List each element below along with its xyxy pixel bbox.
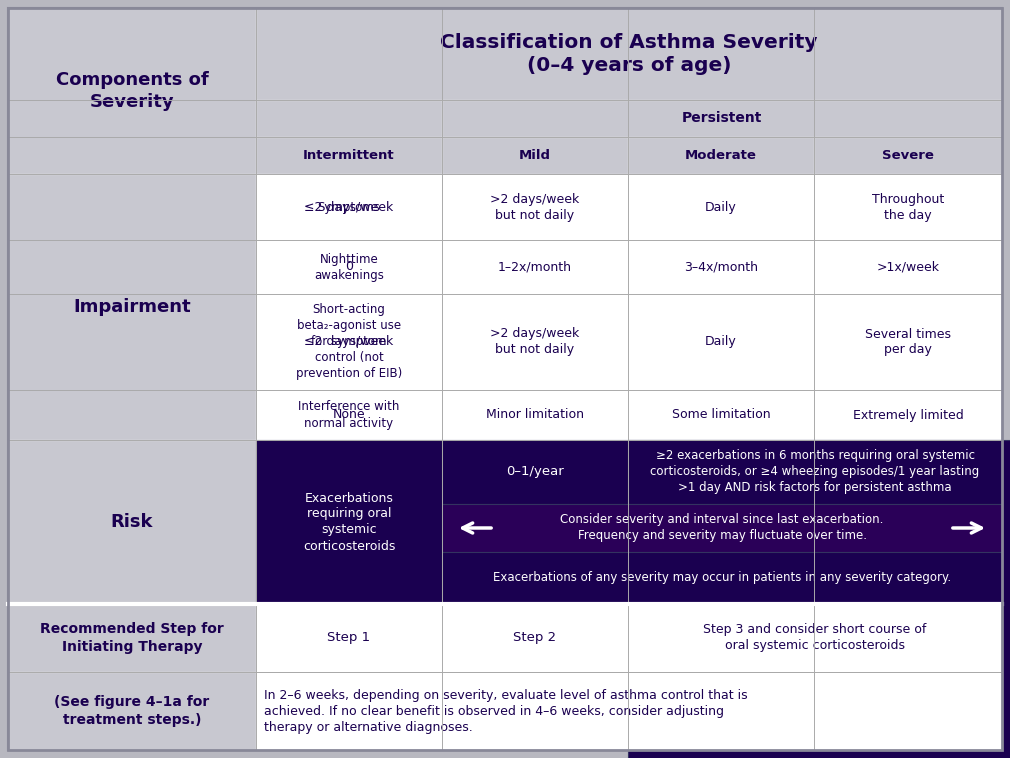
Text: Step 2: Step 2 xyxy=(513,631,557,644)
Bar xyxy=(814,390,1002,440)
Text: Persistent: Persistent xyxy=(682,111,763,126)
Text: ≤2 days/week: ≤2 days/week xyxy=(304,201,394,214)
Text: >2 days/week
but not daily: >2 days/week but not daily xyxy=(491,327,580,356)
Bar xyxy=(256,100,442,137)
Bar xyxy=(256,672,1002,750)
Bar xyxy=(256,174,442,240)
Text: Classification of Asthma Severity
(0–4 years of age): Classification of Asthma Severity (0–4 y… xyxy=(440,33,818,75)
Text: Mild: Mild xyxy=(519,149,551,162)
Bar xyxy=(8,174,256,440)
Text: Impairment: Impairment xyxy=(73,298,191,316)
Text: >1x/week: >1x/week xyxy=(877,261,939,274)
Text: Step 1: Step 1 xyxy=(327,631,371,644)
Text: >2 days/week
but not daily: >2 days/week but not daily xyxy=(491,193,580,221)
Text: 0–1/year: 0–1/year xyxy=(506,465,564,478)
Bar xyxy=(628,604,1002,672)
Text: Components of
Severity: Components of Severity xyxy=(56,71,208,111)
Bar xyxy=(442,390,628,440)
Text: Short-acting
beta₂-agonist use
for symptom
control (not
prevention of EIB): Short-acting beta₂-agonist use for sympt… xyxy=(296,303,402,381)
Bar xyxy=(628,174,814,240)
Bar xyxy=(442,174,628,240)
Bar xyxy=(8,440,256,604)
Bar xyxy=(814,174,1002,240)
Text: (See figure 4–1a for
treatment steps.): (See figure 4–1a for treatment steps.) xyxy=(55,695,210,727)
Bar xyxy=(256,8,1002,100)
Text: 0: 0 xyxy=(345,261,353,274)
Bar xyxy=(628,137,814,174)
Text: Daily: Daily xyxy=(705,201,737,214)
Bar xyxy=(628,294,814,390)
Text: Moderate: Moderate xyxy=(685,149,756,162)
Bar xyxy=(442,552,1002,604)
Text: Exacerbations of any severity may occur in patients in any severity category.: Exacerbations of any severity may occur … xyxy=(493,572,951,584)
Bar xyxy=(442,100,1002,137)
Bar xyxy=(256,390,442,440)
Text: Several times
per day: Several times per day xyxy=(865,327,951,356)
Bar xyxy=(814,240,1002,294)
Text: Consider severity and interval since last exacerbation.
Frequency and severity m: Consider severity and interval since las… xyxy=(561,513,884,543)
Text: Risk: Risk xyxy=(111,513,154,531)
Text: Some limitation: Some limitation xyxy=(672,409,771,421)
Bar xyxy=(256,240,442,294)
Bar xyxy=(8,8,256,174)
Bar xyxy=(256,604,442,672)
Text: Extremely limited: Extremely limited xyxy=(852,409,964,421)
Text: Nighttime
awakenings: Nighttime awakenings xyxy=(314,252,384,281)
Text: Throughout
the day: Throughout the day xyxy=(872,193,944,221)
Text: Step 3 and consider short course of
oral systemic corticosteroids: Step 3 and consider short course of oral… xyxy=(703,624,927,653)
Bar xyxy=(628,440,1002,504)
Bar xyxy=(256,294,442,390)
Bar xyxy=(442,294,628,390)
Text: None: None xyxy=(332,409,366,421)
Bar xyxy=(8,604,256,672)
Bar xyxy=(442,504,1002,552)
Bar xyxy=(628,390,814,440)
Text: 3–4x/month: 3–4x/month xyxy=(684,261,758,274)
Bar xyxy=(442,604,628,672)
Bar xyxy=(256,137,442,174)
Text: Interference with
normal activity: Interference with normal activity xyxy=(298,400,400,430)
Text: ≥2 exacerbations in 6 months requiring oral systemic
corticosteroids, or ≥4 whee: ≥2 exacerbations in 6 months requiring o… xyxy=(650,449,980,494)
Text: ≤2 days/week: ≤2 days/week xyxy=(304,336,394,349)
Text: Severe: Severe xyxy=(882,149,934,162)
Bar xyxy=(256,440,442,604)
Bar xyxy=(256,390,442,440)
Bar xyxy=(814,294,1002,390)
Bar xyxy=(628,440,1010,758)
Text: Recommended Step for
Initiating Therapy: Recommended Step for Initiating Therapy xyxy=(40,622,224,653)
Bar xyxy=(442,240,628,294)
Text: Daily: Daily xyxy=(705,336,737,349)
Bar xyxy=(442,137,628,174)
Bar xyxy=(256,240,442,294)
Text: Minor limitation: Minor limitation xyxy=(486,409,584,421)
Text: In 2–6 weeks, depending on severity, evaluate level of asthma control that is
ac: In 2–6 weeks, depending on severity, eva… xyxy=(264,688,747,734)
Bar xyxy=(256,174,442,240)
Bar xyxy=(256,294,442,390)
Bar xyxy=(814,137,1002,174)
Bar xyxy=(8,672,256,750)
Text: Exacerbations
requiring oral
systemic
corticosteroids: Exacerbations requiring oral systemic co… xyxy=(303,491,395,553)
Bar xyxy=(8,602,1002,606)
Bar xyxy=(628,240,814,294)
Text: Intermittent: Intermittent xyxy=(303,149,395,162)
Text: 1–2x/month: 1–2x/month xyxy=(498,261,572,274)
Text: Symptoms: Symptoms xyxy=(317,201,381,214)
Bar xyxy=(442,440,628,504)
